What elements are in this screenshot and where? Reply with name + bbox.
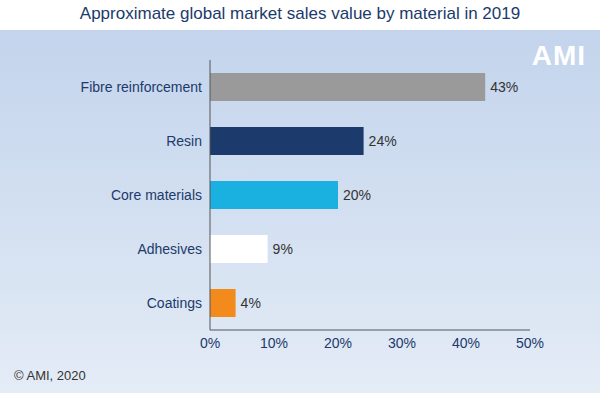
svg-text:30%: 30% [388,335,416,351]
html-text:© AMI, 2020: © AMI, 2020 [14,368,86,383]
svg-text:40%: 40% [452,335,480,351]
svg-text:0%: 0% [200,335,220,351]
svg-text:24%: 24% [369,133,397,149]
html-text:AMI: AMI [531,40,586,71]
svg-text:Adhesives: Adhesives [137,241,202,257]
svg-text:20%: 20% [343,187,371,203]
svg-text:Resin: Resin [166,133,202,149]
svg-text:Coatings: Coatings [147,295,202,311]
svg-text:Fibre reinforcement: Fibre reinforcement [81,79,202,95]
svg-text:Core materials: Core materials [111,187,202,203]
svg-text:10%: 10% [260,335,288,351]
html-text:Approximate global market sale: Approximate global market sales value by… [79,4,521,23]
svg-text:9%: 9% [273,241,293,257]
svg-text:50%: 50% [516,335,544,351]
svg-text:4%: 4% [241,295,261,311]
svg-text:43%: 43% [490,79,518,95]
svg-text:20%: 20% [324,335,352,351]
